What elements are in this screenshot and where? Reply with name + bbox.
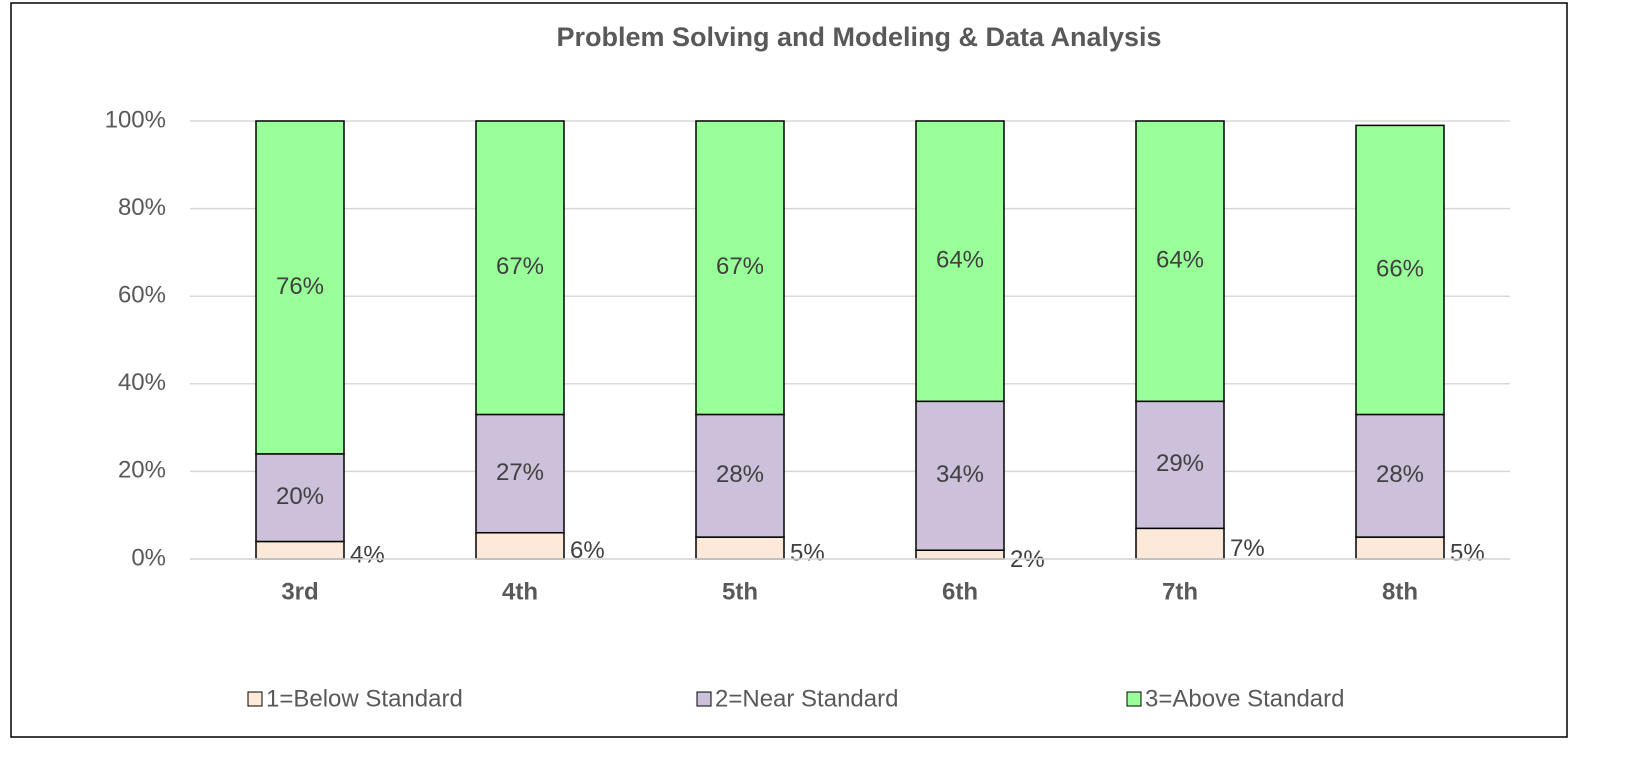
data-label: 5% <box>1450 539 1485 566</box>
x-tick-label: 6th <box>942 578 978 605</box>
chart-frame <box>10 2 1568 738</box>
legend-label: 3=Above Standard <box>1145 685 1345 712</box>
bar-segment <box>255 453 345 543</box>
data-label: 29% <box>1156 450 1204 477</box>
legend-label: 1=Below Standard <box>266 685 463 712</box>
y-tick-label: 60% <box>118 282 166 309</box>
bar-segment <box>915 120 1005 403</box>
legend-swatch <box>696 691 712 707</box>
legend-label: 2=Near Standard <box>715 685 898 712</box>
bar-segment <box>1355 124 1445 416</box>
y-tick-label: 40% <box>118 369 166 396</box>
bar-segment <box>695 413 785 538</box>
data-label: 4% <box>350 542 385 569</box>
data-label: 66% <box>1376 255 1424 282</box>
bar-segment <box>255 120 345 455</box>
legend-swatch <box>1126 691 1142 707</box>
data-label: 6% <box>570 537 605 564</box>
data-label: 7% <box>1230 535 1265 562</box>
data-label: 64% <box>1156 247 1204 274</box>
data-label: 76% <box>276 273 324 300</box>
data-label: 64% <box>936 247 984 274</box>
bar-segment <box>1135 527 1225 560</box>
bar-segment <box>695 120 785 416</box>
data-label: 5% <box>790 539 825 566</box>
data-label: 27% <box>496 459 544 486</box>
y-tick-label: 0% <box>131 544 166 571</box>
y-tick-label: 20% <box>118 457 166 484</box>
bar-segment <box>475 413 565 534</box>
y-tick-label: 100% <box>105 106 166 133</box>
data-label: 34% <box>936 461 984 488</box>
x-tick-label: 3rd <box>281 578 318 605</box>
bar-segment <box>1135 400 1225 530</box>
data-label: 28% <box>1376 461 1424 488</box>
x-tick-label: 5th <box>722 578 758 605</box>
bar-segment <box>255 540 345 560</box>
bar-segment <box>915 549 1005 560</box>
bar-segment <box>695 536 785 560</box>
chart-title: Problem Solving and Modeling & Data Anal… <box>556 22 1161 52</box>
data-label: 20% <box>276 483 324 510</box>
bar-segment <box>1355 536 1445 560</box>
legend-swatch <box>247 691 263 707</box>
data-label: 67% <box>496 253 544 280</box>
bar-segment <box>475 120 565 416</box>
data-label: 28% <box>716 461 764 488</box>
bar-segment <box>1135 120 1225 403</box>
y-tick-label: 80% <box>118 194 166 221</box>
x-tick-label: 8th <box>1382 578 1418 605</box>
x-tick-label: 7th <box>1162 578 1198 605</box>
bar-segment <box>475 531 565 560</box>
x-tick-label: 4th <box>502 578 538 605</box>
data-label: 67% <box>716 253 764 280</box>
